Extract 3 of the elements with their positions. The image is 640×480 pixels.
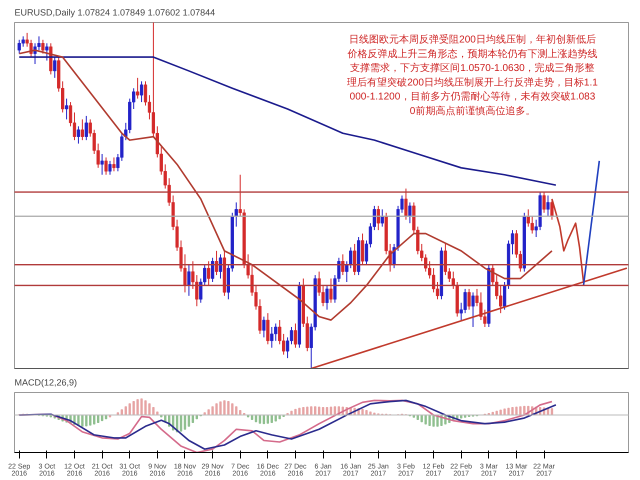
chart-title: MACD(12,26,9) xyxy=(14,378,78,388)
annotation: 日线图欧元本周反弹受阻200日均线压制，年初创新低后价格反弹成上升三角形态，预期本轮仍有下测上涨趋势线支撑需求，下方支撑区间1.0570-1.0630，完成三角形整理后有望突破200日均线压制展开上行反弹走势，目标1.1000-1.1200，目前多方仍需耐心等待，未有效突破1.0830前期高点前谨慎高位追多。 xyxy=(346,34,598,117)
chart-title: EURUSD,Daily 1.07824 1.07849 1.07602 1.07844 xyxy=(14,8,216,18)
